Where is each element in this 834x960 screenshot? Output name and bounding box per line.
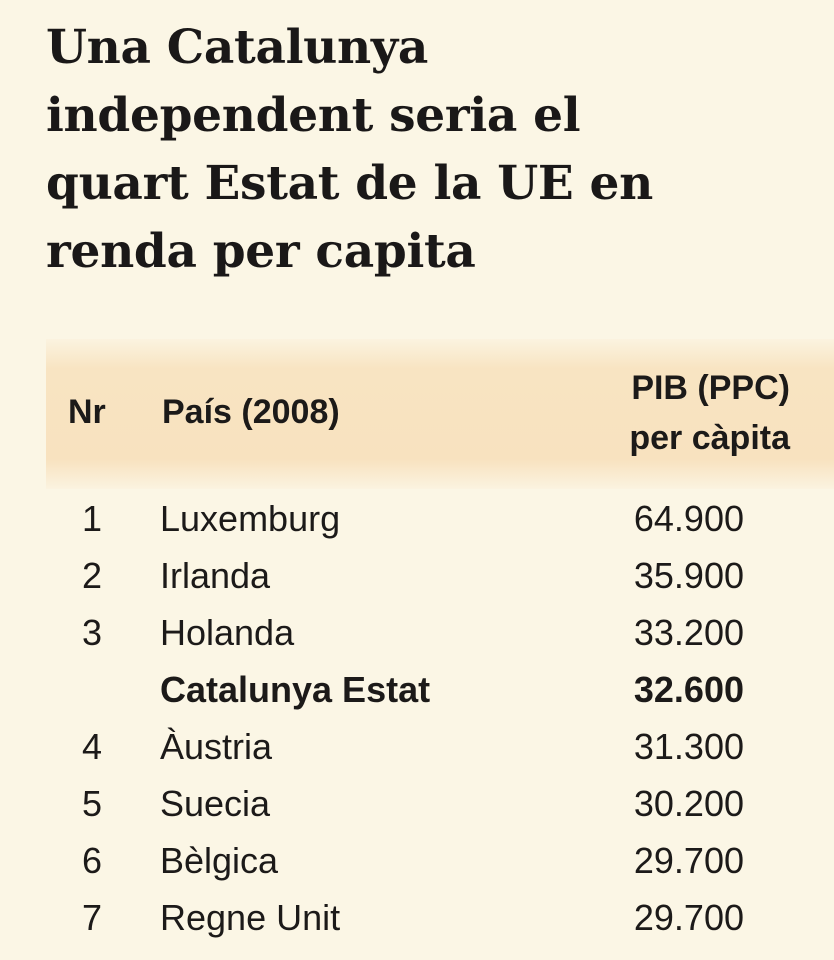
rank-cell: 7 xyxy=(81,897,103,938)
header-country: País (2008) xyxy=(162,393,340,431)
headline-line-4: renda per capita xyxy=(46,224,476,279)
country-cell: Bèlgica xyxy=(160,840,279,881)
rank-cell: 4 xyxy=(81,726,103,767)
header-nr: Nr xyxy=(68,393,106,431)
gdp-cell: 30.200 xyxy=(633,783,744,824)
gdp-cell: 33.200 xyxy=(633,612,744,653)
gdp-cell: 29.700 xyxy=(633,897,744,938)
table-row: 3 Holanda 33.200 xyxy=(46,608,834,665)
country-cell: Catalunya Estat xyxy=(160,669,431,710)
gdp-cell: 31.300 xyxy=(633,726,744,767)
gdp-cell: 29.700 xyxy=(633,840,744,881)
headline-line-1: Una Catalunya xyxy=(46,20,429,75)
table-header: Nr País (2008) PIB (PPC) per càpita xyxy=(46,339,834,489)
header-gdp-line-1: PIB (PPC) xyxy=(631,369,790,407)
headline-line-3: quart Estat de la UE en xyxy=(46,156,653,211)
country-cell: Holanda xyxy=(160,612,295,653)
table-row-highlighted: Catalunya Estat 32.600 xyxy=(46,665,834,722)
table-row: 7 Regne Unit 29.700 xyxy=(46,893,834,950)
table-row: 1 Luxemburg 64.900 xyxy=(46,494,834,551)
country-cell: Regne Unit xyxy=(160,897,341,938)
country-cell: Irlanda xyxy=(160,555,271,596)
rank-cell: 5 xyxy=(81,783,103,824)
header-gdp: PIB (PPC) per càpita xyxy=(629,363,790,463)
country-cell: Suecia xyxy=(160,783,271,824)
headline-line-2: independent seria el xyxy=(46,88,581,143)
rank-cell: 2 xyxy=(81,555,103,596)
gdp-cell: 32.600 xyxy=(633,669,744,710)
rank-cell: 1 xyxy=(81,498,103,539)
header-gdp-line-2: per càpita xyxy=(629,419,790,457)
rank-cell: 6 xyxy=(81,840,103,881)
table-row: 5 Suecia 30.200 xyxy=(46,779,834,836)
country-cell: Luxemburg xyxy=(160,498,341,539)
table-row: 2 Irlanda 35.900 xyxy=(46,551,834,608)
table-row: 4 Àustria 31.300 xyxy=(46,722,834,779)
headline: Una Catalunya independent seria el quart… xyxy=(46,14,816,286)
gdp-cell: 64.900 xyxy=(633,498,744,539)
gdp-cell: 35.900 xyxy=(633,555,744,596)
rank-cell: 3 xyxy=(81,612,103,653)
country-cell: Àustria xyxy=(160,726,273,767)
table-body: 1 Luxemburg 64.900 2 Irlanda 35.900 3 Ho… xyxy=(46,494,834,950)
table-row: 6 Bèlgica 29.700 xyxy=(46,836,834,893)
